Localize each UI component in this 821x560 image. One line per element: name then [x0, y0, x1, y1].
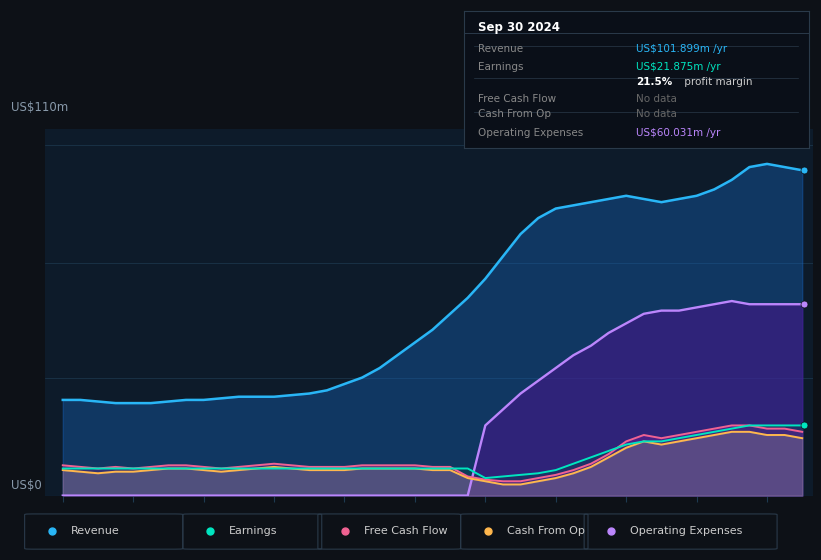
Text: US$0: US$0	[11, 479, 41, 492]
Text: Operating Expenses: Operating Expenses	[631, 526, 743, 535]
Text: Free Cash Flow: Free Cash Flow	[365, 526, 447, 535]
Text: Sep 30 2024: Sep 30 2024	[478, 21, 560, 34]
Text: Operating Expenses: Operating Expenses	[478, 128, 583, 138]
Text: Cash From Op: Cash From Op	[507, 526, 585, 535]
Text: 21.5%: 21.5%	[636, 77, 672, 87]
Text: Free Cash Flow: Free Cash Flow	[478, 94, 556, 104]
Text: US$101.899m /yr: US$101.899m /yr	[636, 44, 727, 54]
Text: Earnings: Earnings	[478, 62, 523, 72]
Text: profit margin: profit margin	[681, 77, 753, 87]
Text: US$21.875m /yr: US$21.875m /yr	[636, 62, 721, 72]
Text: Revenue: Revenue	[478, 44, 523, 54]
Text: Cash From Op: Cash From Op	[478, 109, 551, 119]
Text: US$60.031m /yr: US$60.031m /yr	[636, 128, 721, 138]
Text: No data: No data	[636, 109, 677, 119]
Text: Earnings: Earnings	[229, 526, 277, 535]
Text: US$110m: US$110m	[11, 101, 68, 114]
Text: Revenue: Revenue	[71, 526, 120, 535]
Text: No data: No data	[636, 94, 677, 104]
